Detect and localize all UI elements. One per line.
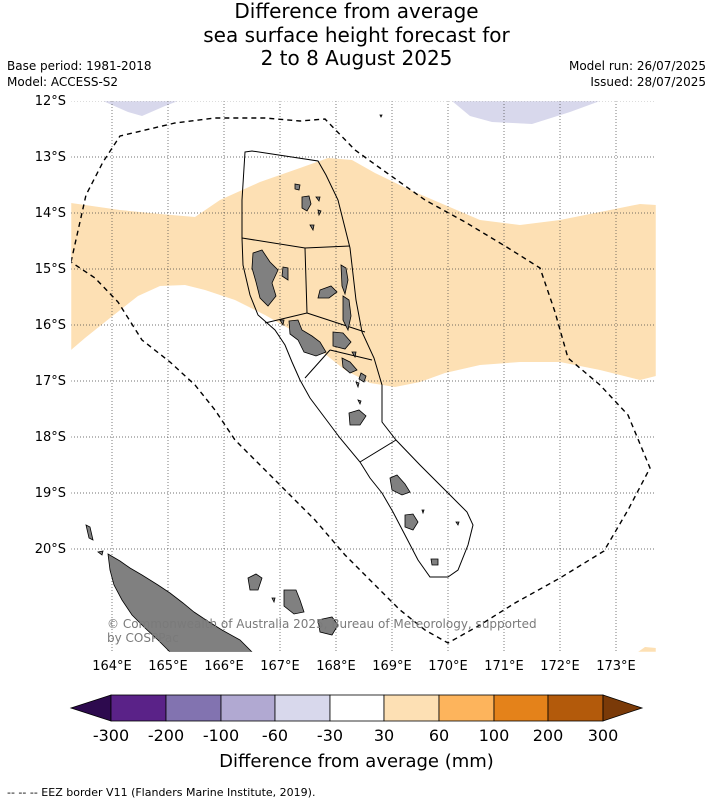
lat-label-17s: 17°S: [34, 374, 66, 389]
lat-label-16s: 16°S: [34, 318, 66, 333]
lat-label-14s: 14°S: [34, 206, 66, 221]
lon-label-168e: 168°E: [316, 659, 356, 674]
lon-label-173e: 173°E: [596, 659, 636, 674]
colorbar-tick: -200: [147, 726, 185, 745]
colorbar-bin-9: [547, 694, 604, 722]
vanuatu-islands: [251, 114, 460, 566]
colorbar-tick: 60: [428, 726, 450, 745]
map-title: Difference from average sea surface heig…: [0, 0, 713, 71]
title-line-3: 2 to 8 August 2025: [260, 46, 453, 70]
colorbar-extend-low: [69, 694, 112, 722]
colorbar-tick: 200: [532, 726, 564, 745]
lon-label-164e: 164°E: [92, 659, 132, 674]
colorbar-bin-1: [110, 694, 167, 722]
lon-label-171e: 171°E: [484, 659, 524, 674]
lat-label-15s: 15°S: [34, 262, 66, 277]
province-boundaries: [241, 150, 474, 578]
colorbar-label: Difference from average (mm): [219, 751, 494, 772]
colorbar-bin-6: [383, 694, 440, 722]
model-run: Model run: 26/07/2025: [568, 59, 706, 73]
model-name: Model: ACCESS-S2: [7, 75, 119, 89]
province-internal-lines: [241, 237, 397, 463]
title-line-1: Difference from average: [234, 0, 479, 23]
base-period: Base period: 1981-2018: [7, 59, 152, 73]
lat-label-13s: 13°S: [34, 150, 66, 165]
map-area: [71, 101, 656, 652]
colorbar-extend-high: [602, 694, 644, 722]
colorbar-tick: 300: [587, 726, 619, 745]
colorbar-bin-3: [220, 694, 276, 722]
copyright-notice: © Commonwealth of Australia 2025, Bureau…: [107, 617, 537, 645]
colorbar: [69, 694, 644, 722]
colorbar-bin-5: [329, 694, 385, 722]
negative-anomaly-patch-east: [452, 101, 600, 124]
colorbar-tick: -100: [202, 726, 240, 745]
meta-left: Base period: 1981-2018 Model: ACCESS-S2: [7, 58, 152, 90]
lon-label-166e: 166°E: [204, 659, 244, 674]
negative-anomaly-patch-west: [103, 101, 178, 116]
issued-date: Issued: 28/07/2025: [590, 75, 706, 89]
eez-legend: -- -- -- EEZ border V11 (Flanders Marine…: [7, 786, 316, 799]
colorbar-tick: -30: [316, 726, 344, 745]
colorbar-bin-4: [274, 694, 331, 722]
colorbar-bin-7: [438, 694, 495, 722]
lat-label-19s: 19°S: [34, 486, 66, 501]
positive-anomaly-band: [71, 158, 656, 387]
colorbar-tick: -300: [92, 726, 130, 745]
lon-label-165e: 165°E: [148, 659, 188, 674]
colorbar-bin-8: [493, 694, 549, 722]
colorbar-tick: 100: [478, 726, 510, 745]
colorbar-tick: -60: [261, 726, 289, 745]
colorbar-tick: 30: [373, 726, 395, 745]
lat-label-20s: 20°S: [34, 542, 66, 557]
lon-label-172e: 172°E: [540, 659, 580, 674]
new-caledonia: [85, 524, 339, 652]
lat-label-18s: 18°S: [34, 430, 66, 445]
colorbar-bin-2: [165, 694, 222, 722]
lon-label-170e: 170°E: [428, 659, 468, 674]
lon-label-169e: 169°E: [372, 659, 412, 674]
positive-anomaly-patch-se: [638, 647, 656, 652]
title-line-2: sea surface height forecast for: [203, 22, 510, 47]
meta-right: Model run: 26/07/2025 Issued: 28/07/2025: [569, 58, 706, 90]
eez-border: [71, 117, 651, 644]
lat-label-12s: 12°S: [34, 94, 66, 109]
lon-label-167e: 167°E: [260, 659, 300, 674]
